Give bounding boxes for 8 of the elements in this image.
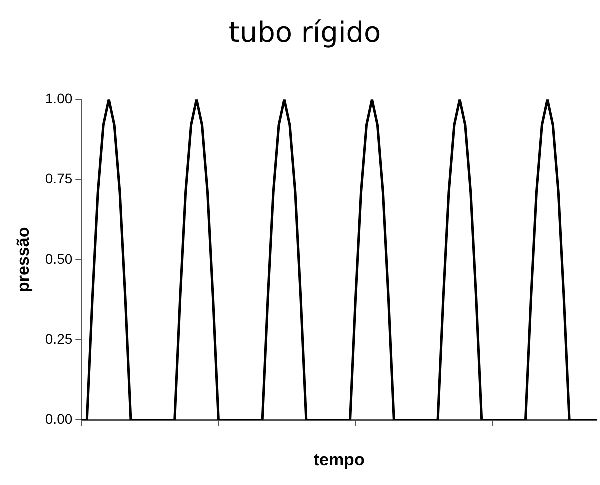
chart-title: tubo rígido [228, 16, 382, 50]
y-tick-label: 0.00 [45, 411, 73, 428]
y-axis-title: pressão [14, 227, 33, 292]
y-tick-label: 0.25 [45, 330, 73, 347]
x-axis-title: tempo [314, 450, 365, 470]
y-tick-label: 0.75 [45, 170, 73, 187]
y-tick-label: 0.50 [45, 250, 73, 267]
y-tick-label: 1.00 [45, 90, 73, 106]
